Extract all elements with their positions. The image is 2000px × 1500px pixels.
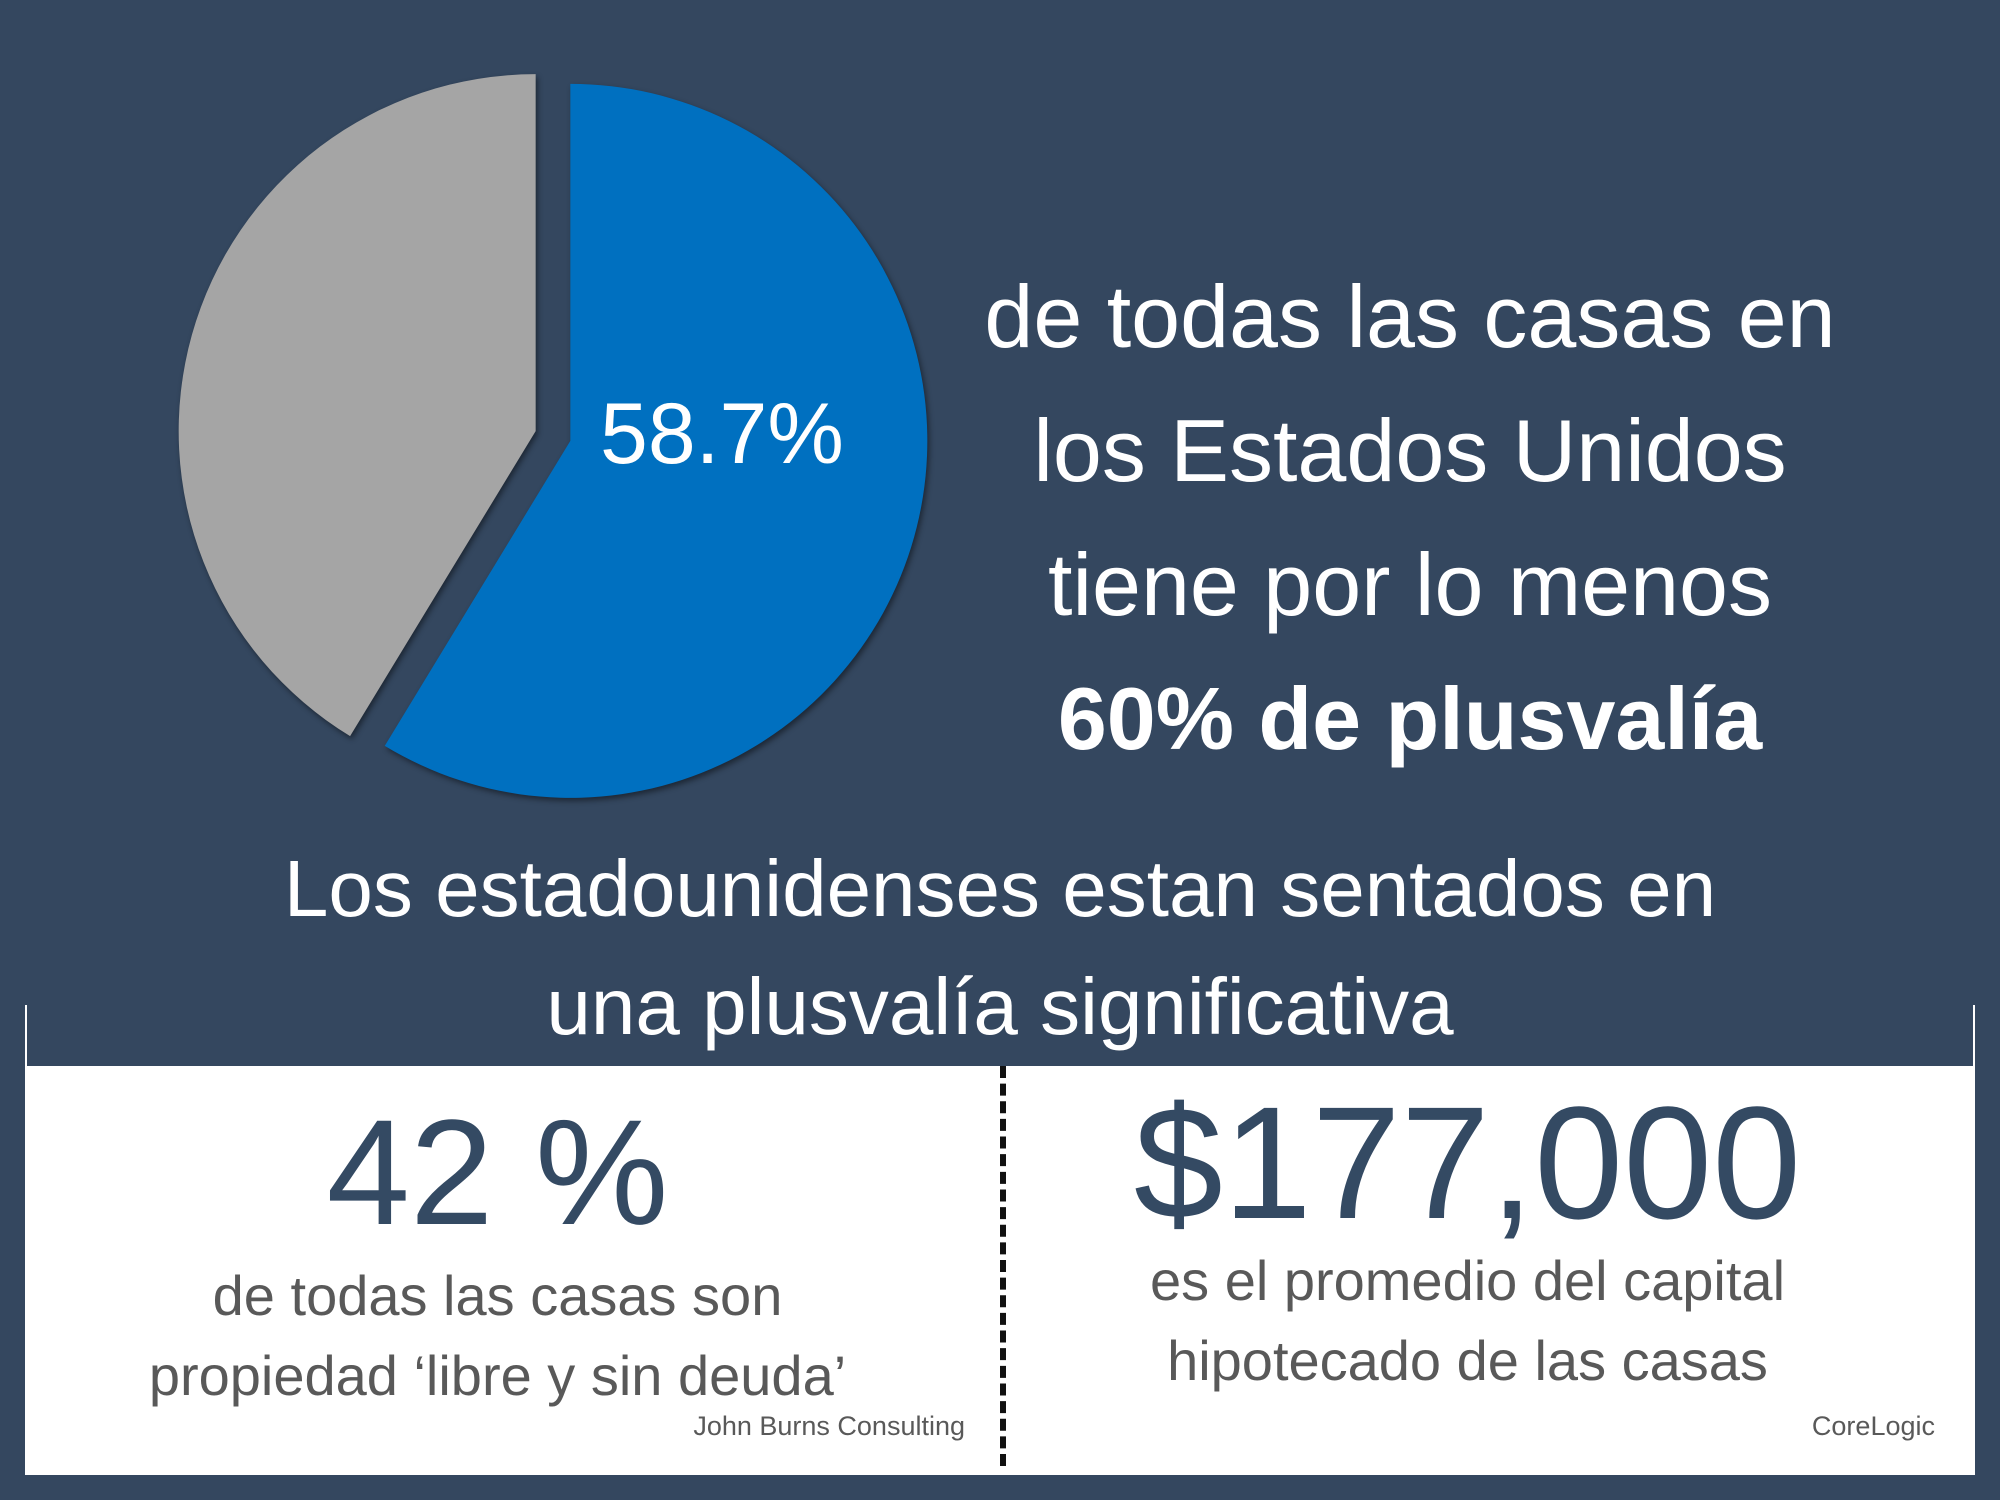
headline: de todas las casas en los Estados Unidos…: [900, 250, 1920, 786]
source-label: John Burns Consulting: [693, 1411, 965, 1441]
headline-line: los Estados Unidos: [1033, 401, 1787, 500]
stat-desc-line: de todas las casas son: [212, 1264, 783, 1327]
panel-edge: [1973, 1005, 1975, 1067]
stat-desc-line: propiedad ‘libre y sin deuda’: [148, 1344, 847, 1407]
headline-line: de todas las casas en: [984, 267, 1836, 366]
stat-value-free-clear: 42 %: [326, 1088, 669, 1256]
pie-slice-0: [384, 83, 928, 798]
headline-emphasis: 60% de plusvalía: [1057, 669, 1763, 768]
stat-description: es el promedio del capital hipotecado de…: [1010, 1241, 1925, 1401]
stat-desc-line: hipotecado de las casas: [1167, 1329, 1768, 1392]
subtitle-line: Los estadounidenses estan sentados en: [283, 844, 1717, 933]
pie-chart: [178, 74, 928, 798]
pie-slice-1: [178, 74, 536, 737]
panel-edge: [25, 1005, 27, 1067]
stat-value-equity: $177,000: [1133, 1073, 1802, 1252]
stat-desc-line: es el promedio del capital: [1149, 1249, 1786, 1312]
stats-panel: 42 % de todas las casas son propiedad ‘l…: [25, 1066, 1975, 1475]
stat-description: de todas las casas son propiedad ‘libre …: [25, 1256, 970, 1416]
subtitle-line: una plusvalía significativa: [546, 962, 1454, 1051]
headline-line: tiene por lo menos: [1048, 535, 1772, 634]
source-label: CoreLogic: [1811, 1411, 1935, 1441]
subtitle: Los estadounidenses estan sentados en un…: [0, 830, 2000, 1066]
dashed-divider: [1000, 1066, 1006, 1466]
pie-data-label: 58.7%: [600, 386, 844, 482]
